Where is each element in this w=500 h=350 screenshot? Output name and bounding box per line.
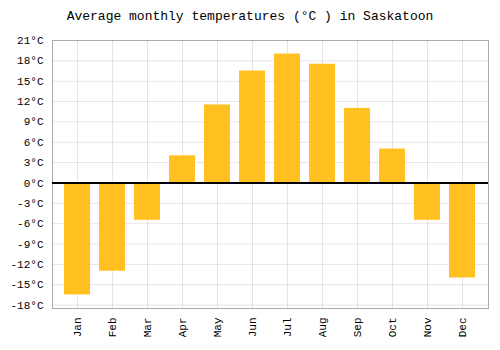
svg-text:-9°C: -9°C [17, 239, 44, 251]
svg-text:Feb: Feb [107, 318, 119, 338]
svg-text:0°C: 0°C [24, 178, 44, 190]
svg-text:12°C: 12°C [17, 96, 44, 108]
svg-text:Apr: Apr [177, 318, 189, 338]
svg-text:21°C: 21°C [17, 35, 44, 47]
svg-text:-18°C: -18°C [10, 300, 43, 312]
svg-text:3°C: 3°C [24, 157, 44, 169]
svg-text:15°C: 15°C [17, 76, 44, 88]
svg-text:Dec: Dec [457, 318, 469, 338]
svg-text:18°C: 18°C [17, 55, 44, 67]
svg-text:Sep: Sep [352, 318, 364, 338]
svg-text:Aug: Aug [317, 318, 329, 338]
svg-text:-3°C: -3°C [17, 198, 44, 210]
svg-text:6°C: 6°C [24, 137, 44, 149]
svg-text:9°C: 9°C [24, 116, 44, 128]
html-text:Average monthly temperatures (: Average monthly temperatures (°C ) in Sa… [66, 9, 434, 24]
svg-text:-12°C: -12°C [10, 259, 43, 271]
svg-text:Oct: Oct [387, 318, 399, 338]
svg-text:-6°C: -6°C [17, 218, 44, 230]
svg-text:Jan: Jan [72, 318, 84, 338]
svg-text:May: May [212, 317, 224, 337]
svg-text:Mar: Mar [142, 318, 154, 338]
svg-text:-15°C: -15°C [10, 279, 43, 291]
svg-text:Jul: Jul [282, 318, 294, 338]
svg-text:Jun: Jun [247, 318, 259, 338]
svg-text:Nov: Nov [422, 317, 434, 337]
